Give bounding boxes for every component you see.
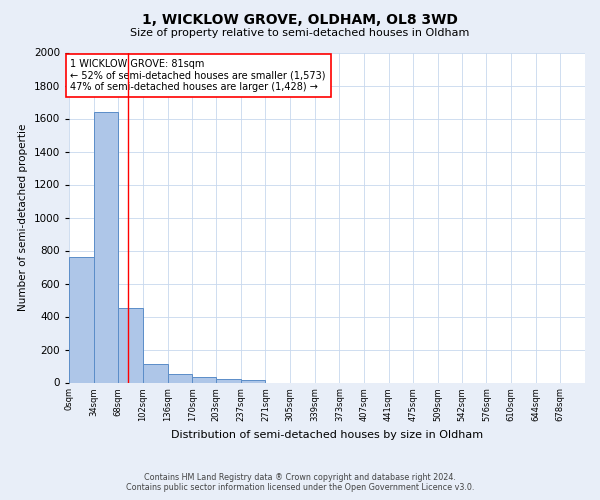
Bar (192, 376, 216, 382)
Y-axis label: Number of semi-detached propertie: Number of semi-detached propertie (18, 124, 28, 311)
Bar (118, 308, 143, 382)
Bar (216, 379, 241, 382)
Text: Contains HM Land Registry data ® Crown copyright and database right 2024.
Contai: Contains HM Land Registry data ® Crown c… (126, 473, 474, 492)
Bar (143, 364, 167, 382)
Bar (94, 112, 118, 382)
X-axis label: Distribution of semi-detached houses by size in Oldham: Distribution of semi-detached houses by … (171, 430, 483, 440)
Bar (167, 374, 192, 382)
Text: 1 WICKLOW GROVE: 81sqm
← 52% of semi-detached houses are smaller (1,573)
47% of : 1 WICKLOW GROVE: 81sqm ← 52% of semi-det… (70, 59, 326, 92)
Bar (241, 380, 265, 382)
Bar (69, 257, 94, 382)
Text: Size of property relative to semi-detached houses in Oldham: Size of property relative to semi-detach… (130, 28, 470, 38)
Text: 1, WICKLOW GROVE, OLDHAM, OL8 3WD: 1, WICKLOW GROVE, OLDHAM, OL8 3WD (142, 12, 458, 26)
